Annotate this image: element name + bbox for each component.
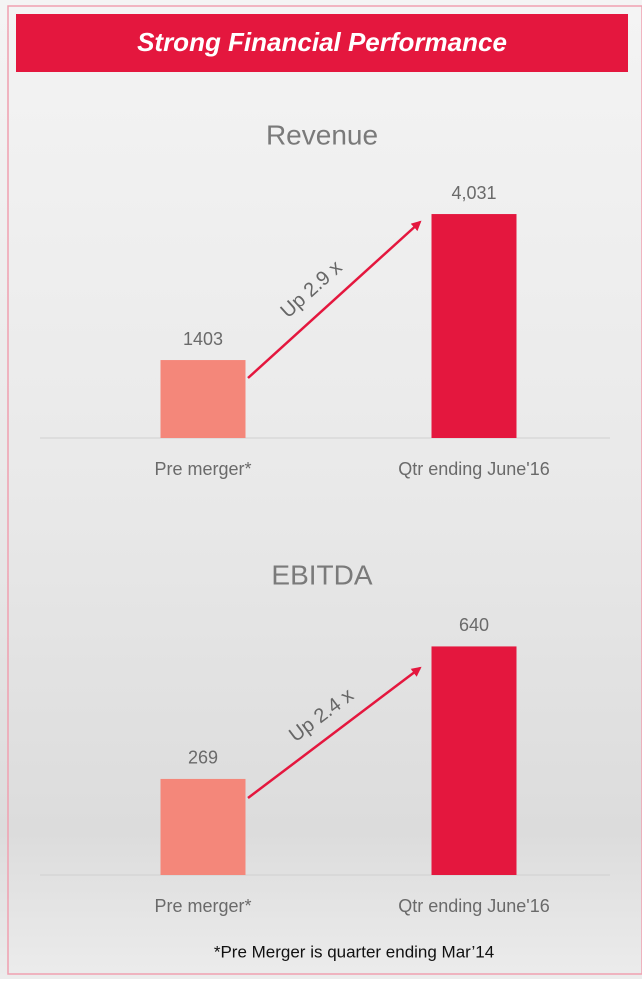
chart-title: EBITDA — [271, 559, 372, 590]
growth-arrow — [247, 666, 422, 799]
frame — [7, 5, 642, 975]
page-title: Strong Financial Performance — [137, 27, 507, 57]
category-label: Qtr ending June'16 — [398, 459, 550, 479]
growth-arrow — [247, 220, 422, 379]
value-label: 269 — [188, 748, 218, 768]
chart-title: Revenue — [266, 119, 378, 150]
value-label: 1403 — [183, 329, 223, 349]
category-label: Qtr ending June'16 — [398, 896, 550, 916]
value-label: 4,031 — [451, 183, 496, 203]
bar — [431, 646, 517, 875]
bar — [160, 360, 246, 438]
title-banner — [16, 14, 628, 72]
category-label: Pre merger* — [154, 459, 251, 479]
footnote: *Pre Merger is quarter ending Mar’14 — [214, 942, 494, 961]
bar — [160, 778, 246, 875]
category-label: Pre merger* — [154, 896, 251, 916]
value-label: 640 — [459, 615, 489, 635]
bar — [431, 214, 517, 438]
